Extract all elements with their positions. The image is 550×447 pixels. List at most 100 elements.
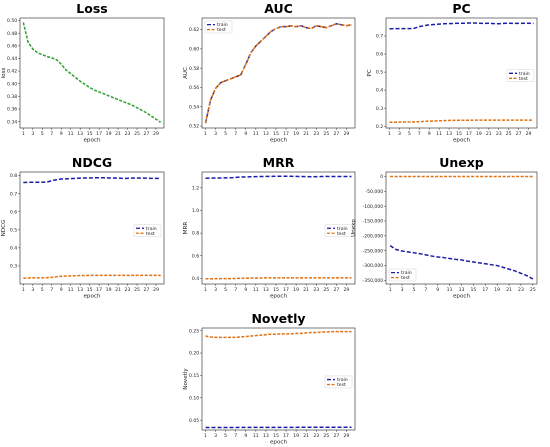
y-tick-label: -200,000 [363,233,384,239]
legend-label: train [217,22,228,28]
y-tick-label: 0.6 [10,209,17,215]
y-tick-label: 0 [380,174,383,180]
x-axis-label: epoch [453,294,470,300]
x-tick-label: 17 [96,131,102,137]
x-tick-label: 21 [486,131,492,137]
y-tick-label: 0.54 [189,104,199,110]
x-tick-label: 29 [153,287,159,293]
x-tick-label: 3 [401,287,404,293]
legend-label: train [337,226,348,232]
x-tick-label: 15 [273,287,279,293]
series-line-test [205,330,352,339]
chart-title: MRR [263,155,295,170]
legend-label: train [337,377,348,383]
x-tick-label: 1 [204,287,207,293]
y-tick-label: 0.4 [376,88,383,94]
x-tick-label: 1 [22,131,25,137]
x-tick-label: 3 [398,131,401,137]
x-tick-label: 25 [530,287,536,293]
legend-label: test [337,382,346,388]
x-tick-label: 23 [125,287,131,293]
y-tick-label: 0.46 [7,43,17,49]
x-tick-label: 19 [293,131,299,137]
x-tick-label: 29 [526,131,532,137]
x-tick-label: 9 [436,287,439,293]
y-tick-label: 0.40 [7,81,17,87]
x-tick-label: 7 [234,287,237,293]
x-tick-label: 9 [428,131,431,137]
x-tick-label: 15 [273,131,279,137]
x-tick-label: 21 [115,287,121,293]
y-tick-label: 0.4 [10,245,17,251]
x-tick-label: 11 [253,131,259,137]
x-tick-label: 27 [333,131,339,137]
x-tick-label: 3 [214,131,217,137]
x-tick-label: 1 [204,433,207,439]
y-tick-label: -300,000 [363,263,384,269]
x-tick-label: 25 [323,433,329,439]
y-tick-label: 0.60 [189,46,199,52]
x-tick-label: 5 [408,131,411,137]
series-line-test [23,274,161,279]
x-tick-label: 3 [214,287,217,293]
y-tick-label: 0.44 [7,56,17,62]
y-tick-label: 0.2 [376,124,383,130]
chart-title: Loss [76,1,107,16]
y-axis-label: loss [1,68,7,79]
plot-frame [385,17,538,129]
y-tick-label: 0.42 [7,69,17,75]
series-line-train [389,245,534,280]
x-tick-label: 5 [412,287,415,293]
x-tick-label: 15 [470,287,476,293]
legend-label: train [401,270,412,276]
series-line-loss [22,22,162,123]
y-tick-label: 0.3 [376,106,383,112]
x-tick-label: 29 [344,287,350,293]
x-tick-label: 13 [77,287,83,293]
y-tick-label: -350,000 [363,278,384,284]
y-tick-label: -50,000 [365,189,383,195]
legend-label: test [217,27,226,33]
x-tick-label: 11 [436,131,442,137]
x-tick-label: 11 [253,287,259,293]
plot-frame [19,17,165,129]
x-tick-label: 27 [333,287,339,293]
y-tick-label: 0.6 [376,52,383,58]
x-tick-label: 19 [106,131,112,137]
y-tick-label: 0.62 [189,27,199,33]
x-tick-label: 13 [263,287,269,293]
x-axis-label: epoch [270,138,287,144]
x-tick-label: 21 [303,433,309,439]
legend-label: test [401,275,410,281]
x-tick-label: 7 [234,131,237,137]
x-tick-label: 23 [496,131,502,137]
y-tick-label: 1.0 [192,208,199,214]
x-tick-label: 23 [313,433,319,439]
x-tick-label: 19 [476,131,482,137]
x-tick-label: 25 [134,287,140,293]
y-tick-label: 0.10 [189,395,199,401]
x-tick-label: 27 [333,433,339,439]
x-tick-label: 11 [68,287,74,293]
chart-title: NDCG [72,155,112,170]
x-tick-label: 15 [273,433,279,439]
x-tick-label: 5 [224,131,227,137]
x-tick-label: 11 [447,287,453,293]
legend-label: train [519,71,530,77]
y-tick-label: 0.05 [189,418,199,424]
y-tick-label: 0.7 [376,34,383,40]
x-tick-label: 5 [41,287,44,293]
y-tick-label: 0.34 [7,119,17,125]
x-tick-label: 11 [68,131,74,137]
x-tick-label: 7 [418,131,421,137]
legend-label: test [337,231,346,237]
y-tick-label: 0.8 [192,231,199,237]
x-tick-label: 13 [263,131,269,137]
plot-frame [201,327,356,431]
legend-label: train [146,226,157,232]
